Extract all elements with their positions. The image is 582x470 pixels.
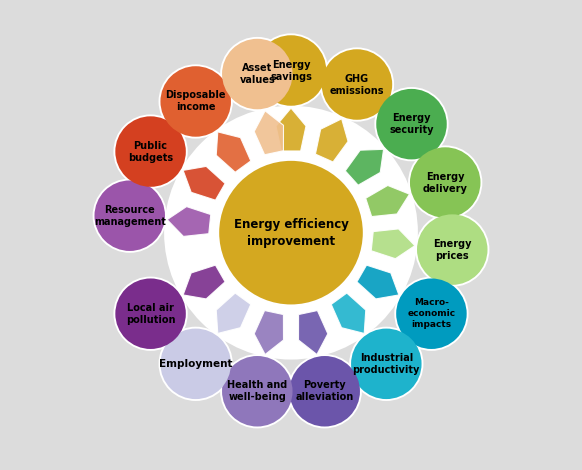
Circle shape: [222, 39, 293, 110]
Circle shape: [415, 212, 489, 287]
Polygon shape: [357, 265, 399, 299]
Polygon shape: [365, 186, 410, 217]
Text: Energy
delivery: Energy delivery: [423, 172, 468, 194]
Text: Energy
savings: Energy savings: [270, 60, 312, 81]
Circle shape: [158, 64, 233, 139]
Circle shape: [222, 356, 293, 426]
Text: Resource
management: Resource management: [94, 205, 166, 227]
Text: Poverty
alleviation: Poverty alleviation: [296, 380, 354, 402]
Circle shape: [254, 33, 328, 108]
Polygon shape: [217, 293, 251, 333]
Circle shape: [410, 147, 481, 218]
Circle shape: [93, 179, 167, 253]
Circle shape: [161, 66, 231, 137]
Polygon shape: [331, 293, 365, 333]
Circle shape: [396, 278, 467, 349]
Circle shape: [408, 145, 482, 219]
Circle shape: [115, 116, 186, 187]
Polygon shape: [167, 207, 211, 236]
Polygon shape: [299, 311, 328, 354]
Polygon shape: [345, 149, 384, 185]
Circle shape: [220, 354, 294, 428]
Circle shape: [115, 278, 186, 349]
Text: Local air
pollution: Local air pollution: [126, 303, 175, 325]
Circle shape: [417, 214, 488, 285]
Text: Public
budgets: Public budgets: [128, 141, 173, 163]
Polygon shape: [183, 166, 225, 200]
Text: Disposable
income: Disposable income: [165, 90, 226, 112]
Circle shape: [288, 354, 362, 428]
Polygon shape: [371, 229, 415, 258]
Polygon shape: [183, 265, 225, 299]
Circle shape: [255, 35, 327, 106]
Polygon shape: [315, 119, 348, 162]
Circle shape: [351, 329, 421, 399]
Circle shape: [394, 276, 469, 351]
Circle shape: [161, 329, 231, 399]
Circle shape: [320, 47, 394, 122]
Circle shape: [220, 37, 294, 111]
Circle shape: [113, 276, 188, 351]
Circle shape: [158, 327, 233, 401]
Text: Industrial
productivity: Industrial productivity: [353, 353, 420, 375]
Polygon shape: [254, 311, 283, 354]
Circle shape: [376, 89, 447, 159]
Polygon shape: [276, 108, 306, 151]
Circle shape: [349, 327, 424, 401]
Circle shape: [374, 87, 449, 161]
Circle shape: [218, 160, 364, 306]
Circle shape: [212, 154, 370, 311]
Text: Energy
prices: Energy prices: [433, 239, 471, 260]
Text: Employment: Employment: [159, 359, 232, 369]
Text: GHG
emissions: GHG emissions: [329, 73, 384, 95]
Text: Energy
security: Energy security: [389, 113, 434, 135]
Text: Macro-
economic
impacts: Macro- economic impacts: [407, 298, 456, 329]
Circle shape: [164, 106, 418, 360]
Polygon shape: [217, 132, 251, 172]
Circle shape: [289, 356, 360, 426]
Text: Energy efficiency
improvement: Energy efficiency improvement: [233, 218, 349, 248]
Circle shape: [113, 114, 188, 188]
Circle shape: [94, 180, 165, 251]
Circle shape: [322, 49, 392, 120]
Text: Asset
values: Asset values: [239, 63, 275, 85]
Polygon shape: [254, 111, 283, 155]
Text: Health and
well-being: Health and well-being: [227, 380, 288, 402]
